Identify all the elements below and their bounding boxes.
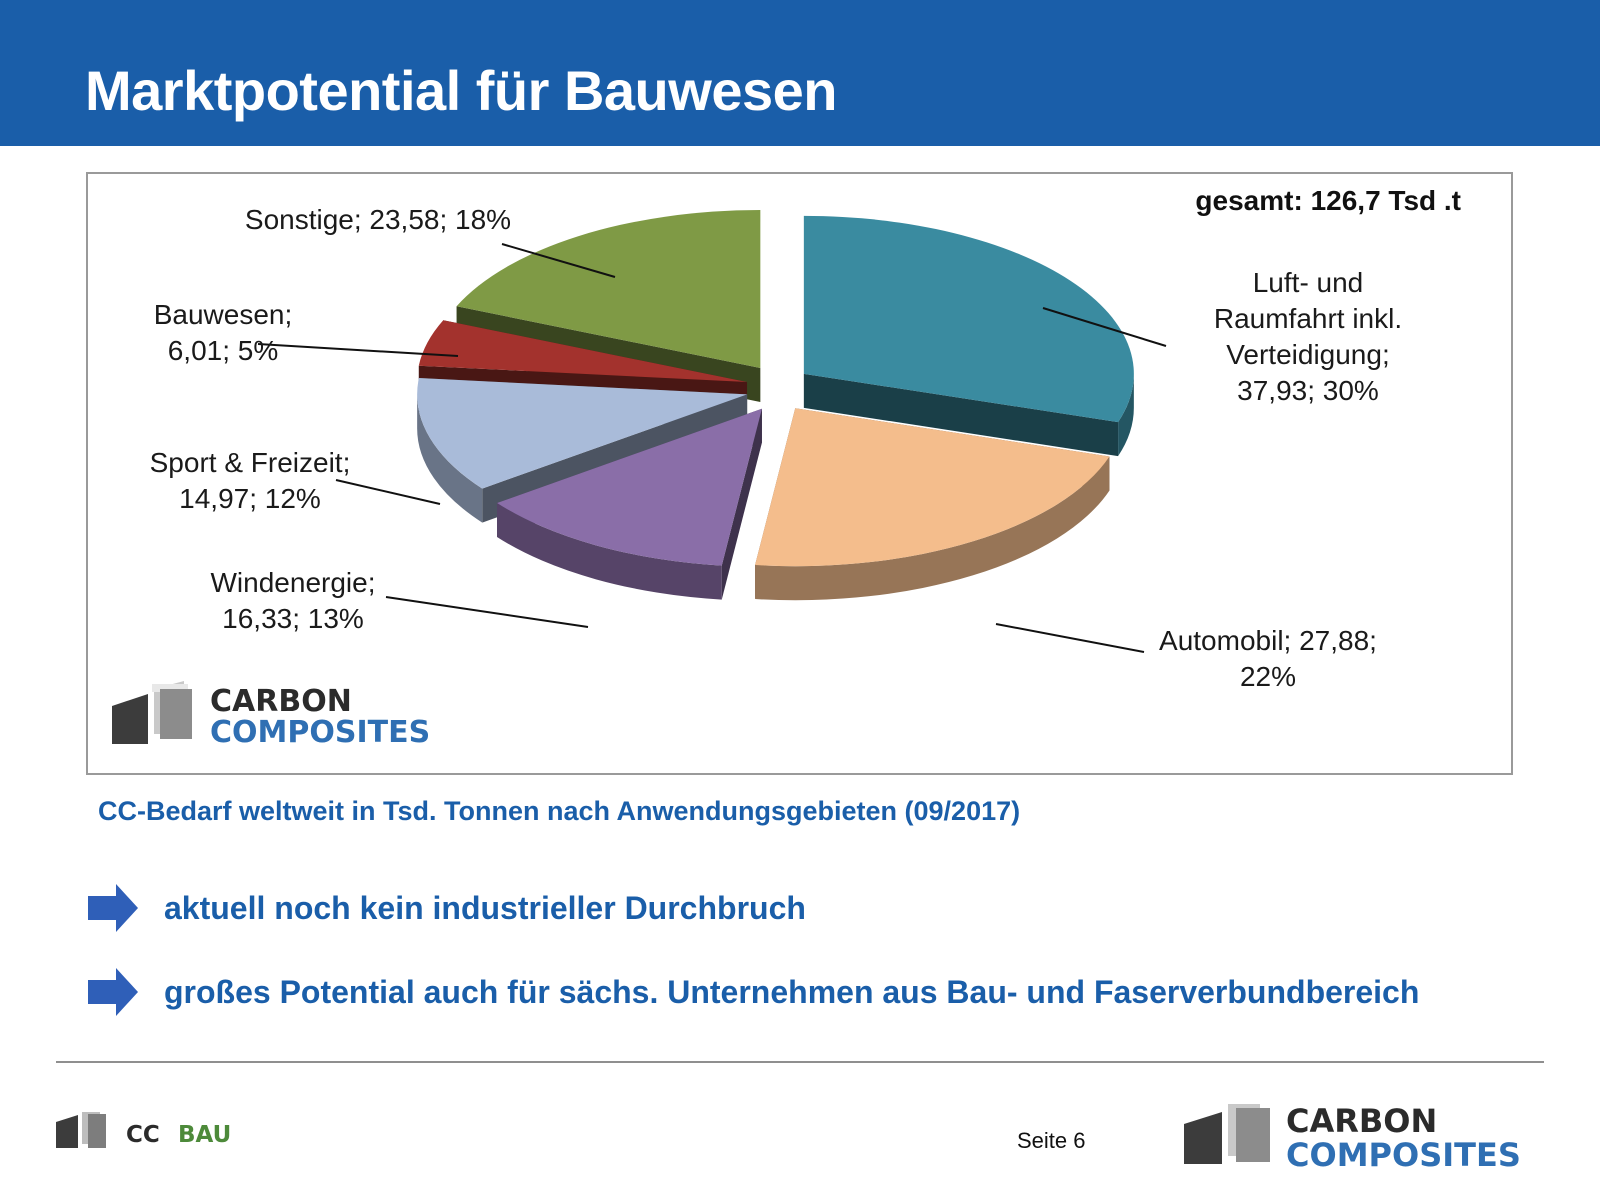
carbon-logo-icon [112, 681, 192, 744]
chart-frame: Luft- und Raumfahrt inkl. Verteidigung; 37,… [86, 172, 1513, 775]
footer-logo-carbon: CARBON [1286, 1102, 1437, 1140]
pie-slice-side-wall [755, 456, 1110, 601]
cc-bau-logo-cc: CC [126, 1122, 160, 1148]
pie-chart: Luft- und Raumfahrt inkl. Verteidigung; 37,… [112, 185, 1461, 750]
bullet-item: aktuell noch kein industrieller Durchbru… [88, 880, 806, 936]
pie-slice-label: Automobil; 27,88; 22% [1159, 625, 1377, 692]
pie-slice-side-wall [417, 394, 483, 523]
total-label: gesamt: 126,7 Tsd .t [1195, 185, 1461, 216]
pie-slice-radial-wall [721, 408, 762, 600]
pie-leader-line [995, 623, 1145, 653]
pie-slice [755, 408, 1110, 567]
carbon-composites-footer-logo: CARBON COMPOSITES [1184, 1102, 1521, 1170]
chart-caption: CC-Bedarf weltweit in Tsd. Tonnen nach A… [98, 796, 1021, 826]
pie-slice-label: Sonstige; 23,58; 18% [245, 204, 511, 235]
page-number: Seite 6 [1017, 1128, 1086, 1153]
pie-leader-line [335, 479, 441, 505]
chart-logo-composites: COMPOSITES [210, 715, 430, 750]
carbon-footer-logo-icon [1184, 1104, 1270, 1164]
arrow-right-icon [88, 884, 138, 932]
chart-logo-carbon: CARBON [210, 684, 352, 719]
bullet-text: aktuell noch kein industrieller Durchbru… [164, 889, 806, 926]
pie-slice-radial-wall [803, 373, 1119, 457]
pie-slice-label: Luft- und Raumfahrt inkl. Verteidigung; 37,… [1214, 267, 1402, 406]
pie-leader-line [385, 596, 589, 628]
pie-slice [497, 408, 762, 566]
pie-leader-line [501, 243, 616, 278]
pie-slice-label: Bauwesen; 6,01; 5% [154, 299, 293, 366]
pie-slice-side-wall [1118, 373, 1134, 457]
bullet-item: großes Potential auch für sächs. Unterne… [88, 964, 1419, 1020]
pie-leader-line [1042, 307, 1167, 347]
pie-slice [418, 320, 748, 383]
title-bar: Marktpotential für Bauwesen [0, 0, 1600, 146]
arrow-right-icon [88, 968, 138, 1016]
cc-bau-logo-bau: BAU [178, 1122, 231, 1148]
cc-bau-logo-icon [56, 1112, 106, 1148]
pie-slice-label: Windenergie; 16,33; 13% [211, 567, 376, 634]
pie-slice-label: Sport & Freizeit; 14,97; 12% [150, 447, 351, 514]
footer-divider [56, 1061, 1544, 1063]
pie-slice-side-wall [497, 502, 722, 600]
page-title: Marktpotential für Bauwesen [85, 59, 837, 122]
footer-logo-composites: COMPOSITES [1286, 1136, 1521, 1170]
pie-slice [417, 378, 748, 489]
carbon-composites-logo: CARBON COMPOSITES [112, 681, 430, 750]
cc-bau-logo: CC BAU [56, 1112, 231, 1148]
pie-slice [456, 209, 761, 368]
pie-slice [803, 215, 1134, 423]
bullet-text: großes Potential auch für sächs. Unterne… [164, 973, 1420, 1010]
pie-leader-line [257, 343, 459, 357]
